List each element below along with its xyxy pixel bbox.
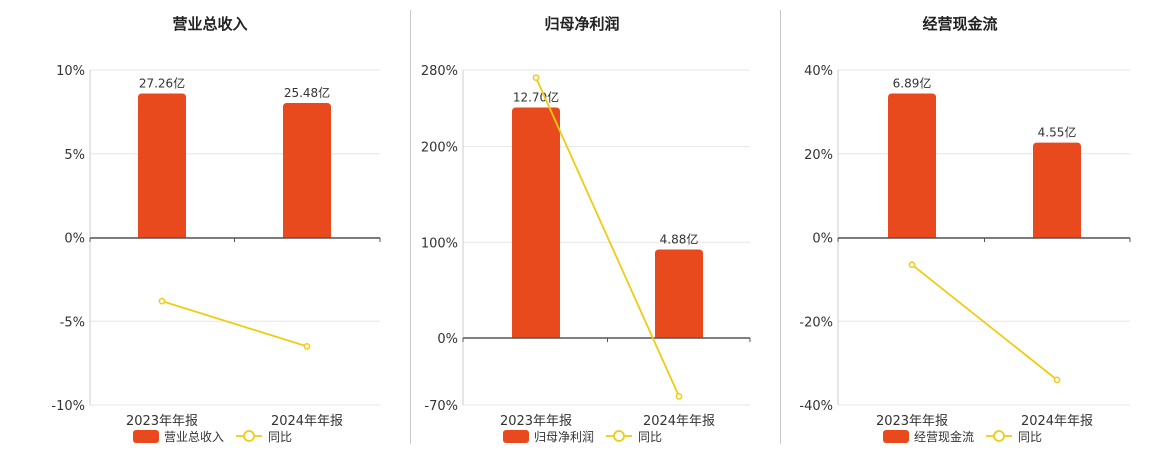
bar-data-label: 27.26亿 — [139, 76, 185, 91]
chart-title: 经营现金流 — [922, 15, 997, 33]
bar — [283, 102, 331, 238]
bar-data-label: 25.48亿 — [284, 85, 330, 100]
x-tick-label: 2024年年报 — [643, 414, 715, 429]
bar-data-label: 4.55亿 — [1038, 125, 1077, 140]
panel-divider — [780, 10, 781, 444]
bar — [888, 93, 936, 239]
bar — [138, 93, 186, 239]
legend-line-label: 同比 — [638, 430, 662, 444]
y-tick-label: 0% — [812, 232, 833, 247]
y-tick-label: -5% — [60, 315, 85, 330]
y-tick-label: 0% — [437, 332, 458, 347]
legend-line-label: 同比 — [268, 430, 292, 444]
y-tick-label: -20% — [799, 315, 833, 330]
panel-divider — [410, 10, 411, 444]
yoy-point — [532, 74, 540, 82]
yoy-point — [675, 393, 683, 400]
legend-bar-swatch — [503, 430, 529, 443]
yoy-point — [303, 343, 311, 350]
x-tick-label: 2024年年报 — [1021, 414, 1093, 429]
y-tick-label: 0% — [64, 232, 85, 247]
x-tick-label: 2023年年报 — [126, 414, 198, 429]
x-tick-label: 2023年年报 — [876, 414, 948, 429]
y-tick-label: 200% — [421, 141, 458, 156]
yoy-line — [535, 77, 680, 397]
y-tick-label: 10% — [56, 64, 85, 79]
yoy-line — [161, 300, 308, 348]
chart-title: 营业总收入 — [172, 15, 247, 33]
x-tick-label: 2023年年报 — [500, 414, 572, 429]
y-tick-label: 280% — [421, 64, 458, 79]
chart-title: 归母净利润 — [544, 15, 619, 33]
legend-bar-label: 经营现金流 — [914, 429, 974, 444]
x-tick-label: 2024年年报 — [271, 414, 343, 429]
legend-bar-swatch — [883, 430, 909, 443]
y-tick-label: -70% — [424, 399, 458, 414]
y-tick-label: -40% — [799, 399, 833, 414]
bar — [512, 107, 560, 339]
legend-line-marker — [613, 430, 625, 442]
legend-bar-label: 归母净利润 — [534, 430, 594, 444]
bar — [655, 249, 703, 338]
legend-line-marker — [993, 430, 1005, 442]
legend-line-marker — [243, 430, 255, 442]
yoy-point — [908, 261, 916, 269]
legend-bar-label: 营业总收入 — [164, 430, 224, 444]
yoy-point — [158, 297, 166, 305]
y-tick-label: 20% — [804, 148, 833, 163]
bar-data-label: 4.88亿 — [660, 231, 699, 246]
legend-line-label: 同比 — [1018, 430, 1042, 444]
legend-bar-swatch — [133, 430, 159, 443]
yoy-point — [1053, 376, 1061, 384]
bar — [1033, 142, 1081, 238]
bar-data-label: 6.89亿 — [893, 76, 932, 91]
yoy-line — [911, 264, 1058, 381]
y-tick-label: 100% — [421, 236, 458, 251]
y-tick-label: -10% — [51, 399, 85, 414]
bar-data-label: 12.70亿 — [513, 90, 559, 105]
y-tick-label: 40% — [804, 64, 833, 79]
y-tick-label: 5% — [64, 148, 85, 163]
